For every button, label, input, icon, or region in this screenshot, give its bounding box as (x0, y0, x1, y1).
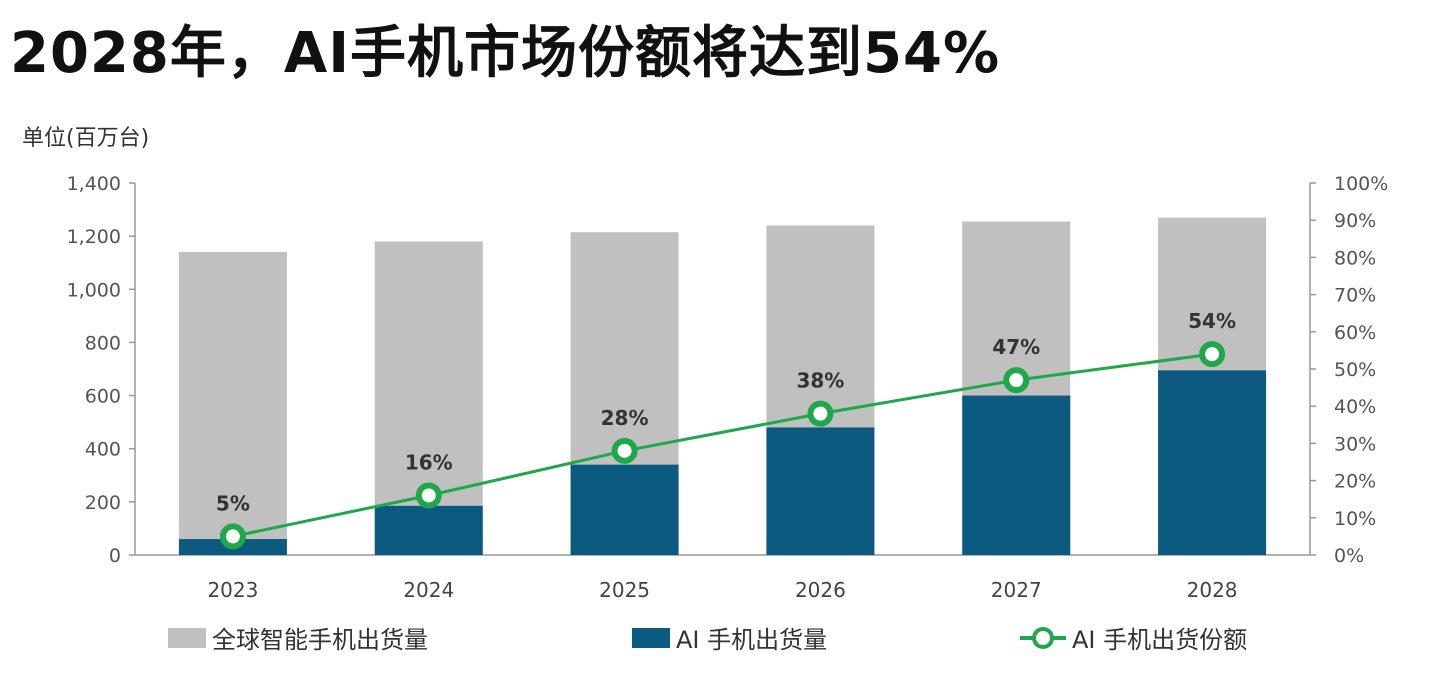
ai-share-label-2027: 47% (992, 335, 1040, 359)
ai-share-point-2026 (807, 400, 834, 427)
left-axis-tick-label: 1,400 (67, 173, 121, 195)
right-axis-tick-label: 20% (1334, 471, 1376, 493)
right-axis-tick-label: 90% (1334, 210, 1376, 232)
right-axis-tick-label: 60% (1334, 322, 1376, 344)
left-axis-tick-label: 200 (85, 492, 121, 514)
legend-label-total: 全球智能手机出货量 (212, 626, 428, 654)
unit-label: 单位(百万台) (22, 126, 149, 151)
ai-share-point-2028 (1199, 341, 1226, 368)
ai-share-label-2024: 16% (405, 450, 453, 474)
legend: 全球智能手机出货量 AI 手机出货量 AI 手机出货份额 (0, 620, 1439, 660)
legend-label-share: AI 手机出货份额 (1072, 626, 1248, 654)
ai-share-label-2025: 28% (601, 406, 649, 430)
left-axis-tick-label: 600 (85, 386, 121, 408)
left-axis-tick-label: 1,000 (67, 279, 121, 301)
ai-share-label-2026: 38% (796, 369, 844, 393)
left-axis-tick-label: 1,200 (67, 226, 121, 248)
ai-shipment-bars (178, 370, 1267, 555)
legend-item-ai: AI 手机出货量 (632, 620, 827, 655)
ai-share-point-2023 (219, 523, 246, 550)
ai-share-polyline (232, 352, 1213, 538)
right-axis-tick-label: 100% (1334, 173, 1388, 195)
bar-ai-2026 (766, 427, 875, 555)
right-axis-tick-label: 0% (1334, 545, 1364, 567)
right-axis-tick-label: 70% (1334, 285, 1376, 307)
category-labels: 2023 2024 2025 2026 2027 2028 (207, 578, 1237, 602)
bar-ai-2027 (962, 395, 1071, 555)
ai-share-labels: 5% 16% 28% 38% 47% 54% (216, 309, 1236, 515)
left-axis-tick-label: 0 (109, 545, 121, 567)
legend-item-share: AI 手机出货份额 (1020, 620, 1247, 655)
bar-ai-2025 (570, 464, 679, 555)
category-label-2028: 2028 (1187, 578, 1238, 602)
legend-swatch-total (168, 627, 206, 648)
right-axis-tick-label: 10% (1334, 508, 1376, 530)
page-title: 2028年，AI手机市场份额将达到54% (10, 21, 1001, 86)
ai-share-point-2024 (415, 482, 442, 509)
ai-share-label-2028: 54% (1188, 309, 1236, 333)
category-label-2024: 2024 (403, 578, 454, 602)
left-axis: 0 200 400 600 800 1,000 1,200 1,400 (67, 173, 1310, 567)
category-label-2023: 2023 (207, 578, 258, 602)
left-axis-tick-label: 400 (85, 439, 121, 461)
right-axis: 0% 10% 20% 30% 40% 50% 60% 70% 80% 90% 100% (1309, 173, 1388, 567)
category-label-2027: 2027 (991, 578, 1042, 602)
ai-share-point-2027 (1003, 367, 1030, 394)
ai-share-label-2023: 5% (216, 491, 250, 515)
bar-total-2023 (178, 252, 287, 556)
legend-swatch-ai (632, 627, 670, 648)
right-axis-tick-label: 40% (1334, 396, 1376, 418)
category-label-2026: 2026 (795, 578, 846, 602)
total-shipment-bars (178, 217, 1267, 556)
category-label-2025: 2025 (599, 578, 650, 602)
legend-label-ai: AI 手机出货量 (676, 626, 828, 654)
ai-share-point-2025 (611, 437, 638, 464)
left-axis-tick-label: 800 (85, 332, 121, 354)
right-axis-tick-label: 30% (1334, 433, 1376, 455)
bar-ai-2028 (1158, 370, 1267, 555)
right-axis-tick-label: 50% (1334, 359, 1376, 381)
right-axis-tick-label: 80% (1334, 247, 1376, 269)
ai-share-line (219, 341, 1226, 550)
legend-item-total: 全球智能手机出货量 (168, 620, 428, 655)
legend-swatch-share (1020, 626, 1066, 650)
bar-ai-2024 (374, 505, 483, 555)
